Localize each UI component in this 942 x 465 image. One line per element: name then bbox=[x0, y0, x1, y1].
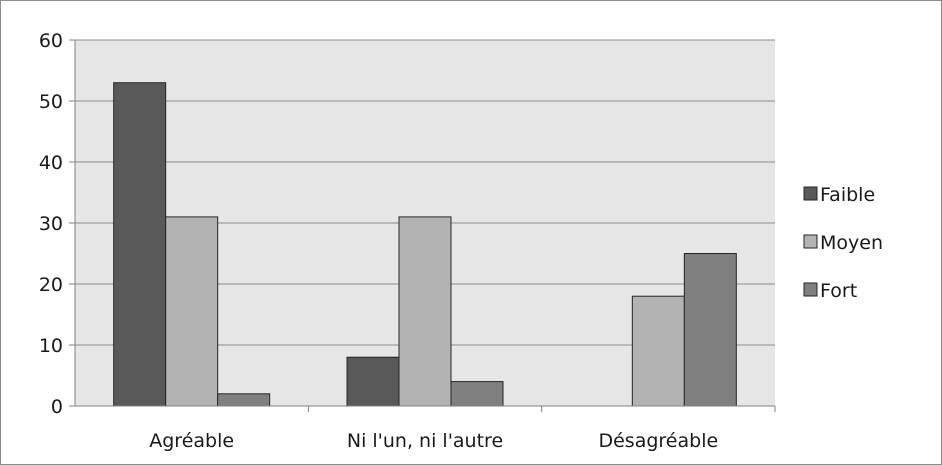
y-tick-label: 0 bbox=[51, 396, 63, 418]
y-tick-label: 50 bbox=[39, 91, 63, 113]
legend-swatch-fort bbox=[803, 282, 818, 297]
legend-label-fort: Fort bbox=[820, 280, 857, 302]
legend-label-moyen: Moyen bbox=[820, 232, 883, 254]
legend: Faible Moyen Fort bbox=[803, 184, 883, 302]
legend-swatch-faible bbox=[803, 186, 818, 201]
x-tick-label: Ni l'un, ni l'autre bbox=[347, 430, 503, 452]
bar-moyen-0 bbox=[165, 216, 219, 407]
bar-fort-2 bbox=[683, 253, 737, 407]
legend-label-faible: Faible bbox=[820, 184, 875, 206]
bars bbox=[113, 82, 737, 407]
y-tick-label: 30 bbox=[39, 213, 63, 235]
y-tick-label: 20 bbox=[39, 274, 63, 296]
y-tick-label: 40 bbox=[39, 152, 63, 174]
bar-moyen-2 bbox=[631, 295, 685, 407]
legend-swatch-moyen bbox=[803, 234, 818, 249]
bar-fort-0 bbox=[217, 393, 271, 407]
x-tick-label: Agréable bbox=[149, 430, 234, 452]
y-axis-ticks: 0 10 20 30 40 50 60 bbox=[39, 30, 75, 418]
bar-moyen-1 bbox=[398, 216, 452, 407]
bar-fort-1 bbox=[450, 381, 504, 407]
bar-faible-1 bbox=[346, 356, 400, 407]
y-tick-label: 10 bbox=[39, 335, 63, 357]
y-tick-label: 60 bbox=[39, 30, 63, 52]
x-axis-ticks: Agréable Ni l'un, ni l'autre Désagréable bbox=[149, 406, 776, 452]
bar-faible-0 bbox=[113, 82, 167, 407]
x-tick-label: Désagréable bbox=[598, 430, 718, 452]
